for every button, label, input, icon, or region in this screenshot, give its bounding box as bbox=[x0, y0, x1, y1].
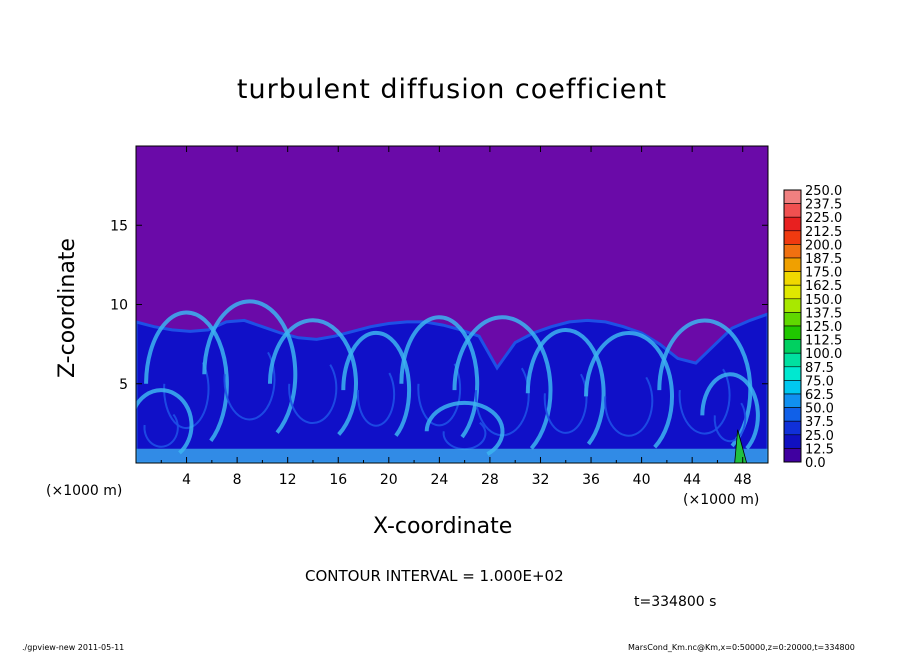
eddy-swirl-inner bbox=[223, 351, 276, 421]
colorbar-segment bbox=[783, 352, 802, 368]
eddy-swirl-inner bbox=[143, 413, 179, 448]
x-tick-label: 24 bbox=[430, 472, 448, 488]
colorbar-label: 37.5 bbox=[805, 415, 834, 430]
colorbar-label: 100.0 bbox=[805, 347, 842, 362]
eddy-swirl bbox=[341, 330, 412, 437]
colorbar-segment bbox=[783, 284, 802, 300]
y-tick-label: 15 bbox=[110, 218, 128, 234]
x-tick-label: 20 bbox=[380, 472, 398, 488]
colorbar-segment bbox=[783, 434, 802, 449]
colorbar-label: 125.0 bbox=[805, 320, 842, 335]
x-tick-label: 16 bbox=[329, 472, 347, 488]
colorbar-segment bbox=[783, 448, 802, 463]
eddy-swirl-inner bbox=[417, 363, 462, 427]
time-label: t=334800 s bbox=[634, 594, 717, 610]
turbulent-field bbox=[136, 299, 768, 463]
eddy-swirl-inner bbox=[604, 376, 654, 437]
colorbar-segment bbox=[783, 189, 802, 204]
colorbar-segment bbox=[783, 393, 802, 408]
colorbar-segment bbox=[783, 380, 802, 395]
y-axis-label: Z-coordinate bbox=[55, 238, 80, 378]
footer-program-date: ./gpview-new 2011-05-11 bbox=[22, 643, 125, 652]
eddy-swirl-inner bbox=[356, 372, 396, 427]
y-axis-ticks: 5 10 15 bbox=[110, 218, 768, 393]
eddy-swirl bbox=[452, 315, 553, 450]
colorbar-label: 87.5 bbox=[805, 361, 834, 376]
eddy-swirl bbox=[267, 318, 358, 436]
colorbar-label: 62.5 bbox=[805, 388, 834, 403]
x-tick-label: 4 bbox=[182, 472, 191, 488]
colorbar-segment bbox=[783, 203, 802, 218]
colorbar-label: 225.0 bbox=[805, 211, 842, 226]
x-unit-label-right: (×1000 m) bbox=[683, 492, 760, 508]
colorbar-segment bbox=[783, 325, 802, 340]
eddy-swirl-inner bbox=[288, 364, 338, 425]
footer-file-info: MarsCond_Km.nc@Km,x=0:50000,z=0:20000,t=… bbox=[628, 643, 855, 652]
colorbar-segment bbox=[783, 420, 802, 436]
colorbar-label: 0.0 bbox=[805, 456, 826, 471]
x-tick-label: 48 bbox=[734, 472, 752, 488]
colorbar-label: 200.0 bbox=[805, 238, 842, 253]
colorbar-segment bbox=[783, 257, 802, 272]
eddy-swirl bbox=[202, 299, 298, 434]
y-tick-label: 5 bbox=[119, 377, 128, 393]
colorbar-label: 175.0 bbox=[805, 266, 842, 281]
colorbar-segment bbox=[783, 230, 802, 245]
colorbar-label: 187.5 bbox=[805, 252, 842, 267]
eddy-swirl bbox=[525, 327, 606, 446]
colorbar-label: 12.5 bbox=[805, 442, 834, 457]
colorbar-label: 137.5 bbox=[805, 306, 842, 321]
colorbar-label: 162.5 bbox=[805, 279, 842, 294]
surface-layer bbox=[136, 448, 768, 463]
colorbar-segment bbox=[783, 407, 802, 422]
high-value-patch bbox=[734, 429, 748, 463]
eddy-swirl bbox=[657, 318, 753, 448]
x-tick-label: 32 bbox=[532, 472, 550, 488]
y-tick-label: 10 bbox=[110, 298, 128, 314]
colorbar-label: 237.5 bbox=[805, 198, 842, 213]
x-tick-label: 28 bbox=[481, 472, 499, 488]
colorbar-segment bbox=[783, 216, 802, 232]
colorbar-label: 112.5 bbox=[805, 334, 842, 349]
x-tick-label: 36 bbox=[582, 472, 600, 488]
colorbar-segment bbox=[783, 339, 802, 354]
colorbar-segment bbox=[783, 298, 802, 313]
colorbar-label: 212.5 bbox=[805, 225, 842, 240]
colorbar: 250.0237.5225.0212.5200.0187.5175.0162.5… bbox=[783, 184, 842, 471]
x-unit-label-left: (×1000 m) bbox=[46, 483, 123, 499]
x-tick-label: 12 bbox=[279, 472, 297, 488]
colorbar-label: 250.0 bbox=[805, 184, 842, 199]
colorbar-segment bbox=[783, 366, 802, 381]
colorbar-segment bbox=[783, 271, 802, 286]
x-tick-label: 44 bbox=[683, 472, 701, 488]
colorbar-label: 25.0 bbox=[805, 429, 834, 444]
eddy-swirl-inner bbox=[713, 402, 747, 443]
chart-title: turbulent diffusion coefficient bbox=[236, 74, 668, 105]
colorbar-label: 150.0 bbox=[805, 293, 842, 308]
x-tick-label: 40 bbox=[633, 472, 651, 488]
eddy-swirl bbox=[424, 400, 505, 456]
colorbar-label: 50.0 bbox=[805, 402, 834, 417]
x-tick-label: 8 bbox=[233, 472, 242, 488]
eddy-swirl bbox=[700, 372, 760, 450]
x-axis-label: X-coordinate bbox=[373, 514, 513, 539]
eddy-swirl bbox=[584, 330, 674, 449]
eddy-swirl-inner bbox=[678, 368, 731, 435]
eddy-swirl bbox=[144, 310, 229, 442]
x-axis-ticks: 4 8 12 16 20 24 28 32 36 40 44 48 bbox=[160, 146, 752, 488]
colorbar-label: 75.0 bbox=[805, 374, 834, 389]
eddy-swirl-inner bbox=[442, 421, 487, 451]
colorbar-segment bbox=[783, 244, 802, 259]
colorbar-segment bbox=[783, 312, 802, 327]
eddy-swirl bbox=[136, 388, 194, 455]
contour-interval-label: CONTOUR INTERVAL = 1.000E+02 bbox=[305, 567, 564, 585]
colorbar-frame bbox=[783, 189, 802, 463]
